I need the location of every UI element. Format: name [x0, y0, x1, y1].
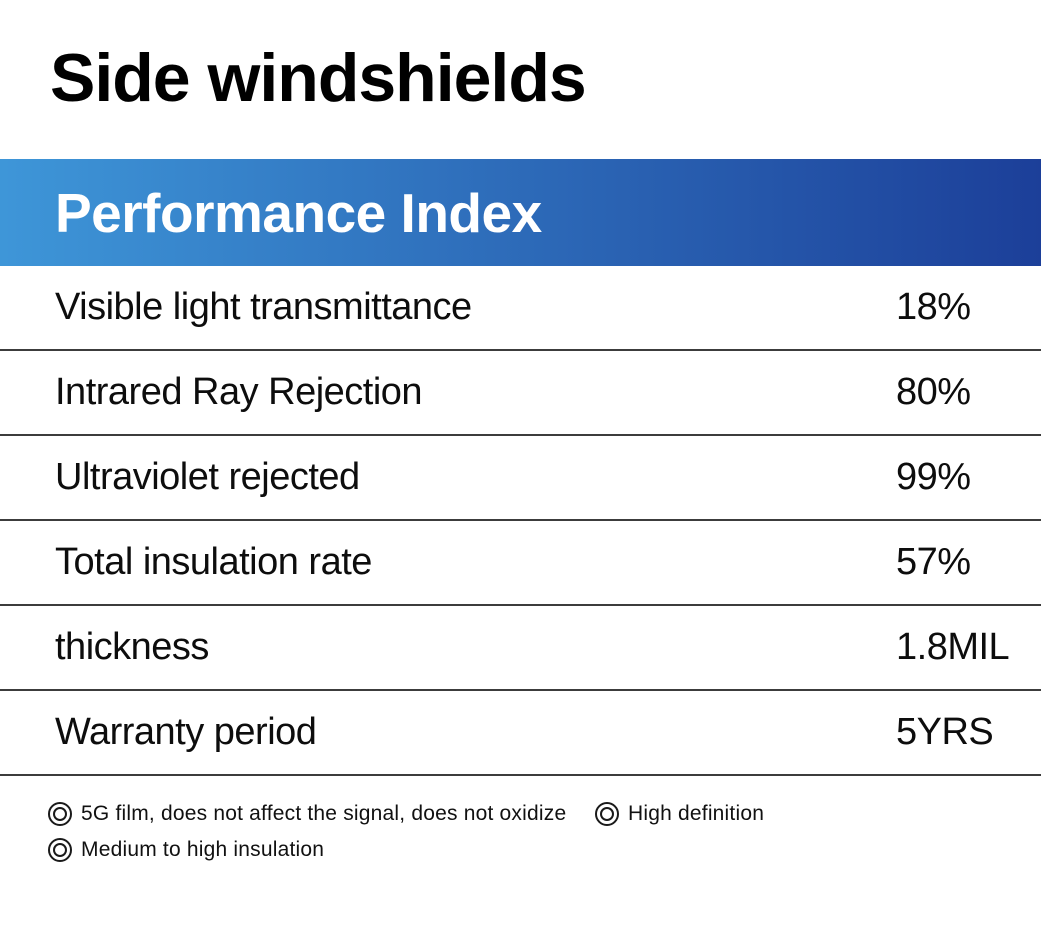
performance-index-header: Performance Index — [0, 159, 1041, 266]
spec-table: Visible light transmittance 18% Intrared… — [0, 266, 1041, 776]
page-title: Side windshields — [50, 40, 587, 116]
row-value: 18% — [896, 286, 971, 328]
table-row-insulation: Total insulation rate 57% — [0, 521, 1041, 606]
row-value: 1.8MIL — [896, 626, 1010, 668]
row-value: 99% — [896, 456, 971, 498]
table-row-infrared: Intrared Ray Rejection 80% — [0, 351, 1041, 436]
performance-index-title: Performance Index — [55, 181, 542, 244]
row-value: 80% — [896, 371, 971, 413]
row-label: Ultraviolet rejected — [55, 456, 360, 498]
row-value: 57% — [896, 541, 971, 583]
feature-label: 5G film, does not affect the signal, doe… — [81, 802, 567, 825]
table-row-visible-light: Visible light transmittance 18% — [0, 266, 1041, 351]
table-row-ultraviolet: Ultraviolet rejected 99% — [0, 436, 1041, 521]
spec-sheet: Side windshields Performance Index Visib… — [0, 40, 1041, 862]
table-row-thickness: thickness 1.8MIL — [0, 606, 1041, 691]
feature-high-definition: High definition — [595, 802, 764, 826]
row-value: 5YRS — [896, 711, 994, 753]
row-label: Intrared Ray Rejection — [55, 371, 423, 413]
feature-notes: 5G film, does not affect the signal, doe… — [0, 802, 1041, 862]
feature-label: High definition — [628, 802, 765, 825]
row-label: thickness — [55, 626, 209, 668]
double-circle-icon — [595, 802, 619, 826]
table-row-warranty: Warranty period 5YRS — [0, 691, 1041, 776]
feature-line-1: 5G film, does not affect the signal, doe… — [48, 802, 1041, 826]
double-circle-icon — [48, 838, 72, 862]
row-label: Warranty period — [55, 711, 317, 753]
row-label: Visible light transmittance — [55, 286, 472, 328]
feature-5g-film: 5G film, does not affect the signal, doe… — [48, 802, 595, 826]
feature-line-2: Medium to high insulation — [48, 838, 1041, 862]
row-label: Total insulation rate — [55, 541, 372, 583]
double-circle-icon — [48, 802, 72, 826]
feature-insulation: Medium to high insulation — [48, 838, 324, 862]
feature-label: Medium to high insulation — [81, 838, 325, 861]
